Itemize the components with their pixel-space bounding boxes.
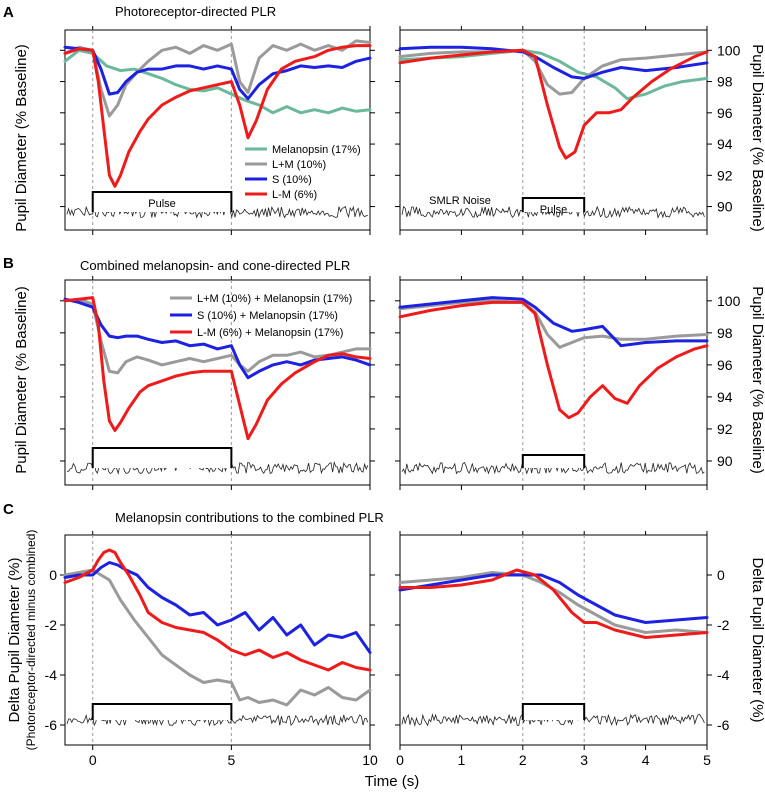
stimulus-pulse bbox=[521, 703, 586, 720]
series-line-s bbox=[398, 573, 709, 624]
y-tick-label: -4 bbox=[45, 667, 58, 683]
x-tick-label: 5 bbox=[227, 752, 235, 768]
legend-label: S (10%) + Melanopsin (17%) bbox=[197, 310, 338, 322]
stimulus-pulse bbox=[521, 454, 586, 468]
noise-trace bbox=[401, 205, 705, 219]
series-line-melanopsin bbox=[398, 48, 709, 101]
panel-c-left-ylabel-sub: (Photoreceptor-directed minus combined) bbox=[24, 530, 38, 751]
x-tick-label: 4 bbox=[642, 752, 650, 768]
panel-c-left: 0 5 10 -6 -4 -2 0 bbox=[45, 531, 378, 768]
panel-a-right-ylabel: Pupil Diameter (% Baseline) bbox=[749, 44, 765, 232]
panel-c-title: Melanopsin contributions to the combined… bbox=[115, 510, 384, 525]
panel-a-title: Photoreceptor-directed PLR bbox=[115, 4, 276, 19]
x-tick-label: 0 bbox=[89, 752, 97, 768]
y-tick-label: 98 bbox=[717, 74, 733, 90]
x-tick-label: 5 bbox=[703, 752, 711, 768]
panel-b-right: 90 92 94 96 98 100 bbox=[395, 276, 741, 490]
series-line-s bbox=[63, 561, 372, 654]
panel-c-right-ylabel: Delta Pupil Diameter (%) bbox=[749, 557, 765, 722]
x-axis-label: Time (s) bbox=[365, 773, 419, 790]
panel-b-left-ylabel: Pupil Diameter (% Baseline) bbox=[13, 286, 30, 474]
noise-label: SMLR Noise bbox=[429, 195, 491, 207]
y-tick-label: 94 bbox=[717, 136, 733, 152]
y-tick-label: 96 bbox=[717, 105, 733, 121]
legend-label: L+M (10%) + Melanopsin (17%) bbox=[197, 293, 352, 305]
plot-frame bbox=[64, 534, 371, 746]
x-tick-label: 3 bbox=[580, 752, 588, 768]
plot-frame bbox=[399, 534, 708, 746]
y-tick-label: 0 bbox=[49, 567, 57, 583]
panel-b-left: L+M (10%) + Melanopsin (17%) S (10%) + Me… bbox=[60, 276, 375, 490]
series-line-s bbox=[398, 45, 709, 80]
pulse-label: Pulse bbox=[540, 204, 568, 216]
x-tick-label: 1 bbox=[458, 752, 466, 768]
y-tick-label: 94 bbox=[717, 389, 733, 405]
plot-frame bbox=[64, 279, 371, 486]
panel-b-title: Combined melanopsin- and cone-directed P… bbox=[80, 258, 350, 273]
y-tick-label: -4 bbox=[717, 667, 730, 683]
y-tick-label: -6 bbox=[717, 717, 730, 733]
series-line-lm_plus bbox=[63, 39, 372, 118]
series-line-lm_plus bbox=[398, 571, 709, 634]
series-line-s bbox=[398, 296, 709, 348]
x-tick-label: 2 bbox=[519, 752, 527, 768]
stimulus-pulse bbox=[91, 703, 233, 720]
x-tick-label: 10 bbox=[362, 752, 378, 768]
x-tick-label: 0 bbox=[396, 752, 404, 768]
y-tick-label: 96 bbox=[717, 357, 733, 373]
series-line-lm_plus bbox=[63, 568, 372, 707]
series-line-s bbox=[63, 297, 372, 380]
y-tick-label: 90 bbox=[717, 453, 733, 469]
series-line-l_minus_m bbox=[398, 48, 709, 160]
panel-letter-b: B bbox=[3, 255, 14, 272]
noise-trace bbox=[66, 712, 369, 727]
y-tick-label: -6 bbox=[45, 717, 58, 733]
stimulus-pulse bbox=[91, 191, 233, 212]
series-line-l_minus_m bbox=[63, 296, 372, 441]
legend-label: Melanopsin (17%) bbox=[272, 144, 361, 156]
panel-c-right: 0 1 2 3 4 5 -6 -4 -2 0 bbox=[395, 531, 730, 768]
legend-label: L+M (10%) bbox=[272, 159, 326, 171]
y-tick-label: 100 bbox=[717, 293, 741, 309]
y-tick-label: 0 bbox=[717, 567, 725, 583]
legend-label: L-M (6%) bbox=[272, 189, 317, 201]
stimulus-pulse bbox=[521, 197, 586, 212]
panel-a-right: 90 92 94 96 98 100 Pulse SMLR Noise bbox=[395, 26, 741, 235]
series-line-melanopsin bbox=[63, 48, 372, 115]
y-tick-label: 98 bbox=[717, 325, 733, 341]
series-line-lm_plus bbox=[398, 48, 709, 96]
legend-label: L-M (6%) + Melanopsin (17%) bbox=[197, 327, 343, 339]
panel-c-left-ylabel: Delta Pupil Diameter (%) bbox=[6, 557, 23, 722]
plot-frame bbox=[399, 279, 708, 486]
y-tick-label: 100 bbox=[717, 42, 741, 58]
y-tick-label: -2 bbox=[717, 617, 730, 633]
series-line-lm_plus bbox=[398, 299, 709, 349]
series-line-l_minus_m bbox=[63, 548, 372, 672]
y-tick-label: 92 bbox=[717, 167, 733, 183]
panel-letter-a: A bbox=[3, 4, 14, 21]
plot-frame bbox=[64, 29, 371, 231]
series-line-l_minus_m bbox=[63, 44, 372, 188]
stimulus-pulse bbox=[91, 447, 233, 468]
legend-label: S (10%) bbox=[272, 174, 312, 186]
series-line-lm_plus bbox=[63, 297, 372, 375]
series-line-l_minus_m bbox=[398, 568, 709, 639]
pulse-label: Pulse bbox=[148, 198, 176, 210]
y-tick-label: 92 bbox=[717, 421, 733, 437]
y-tick-label: 90 bbox=[717, 199, 733, 215]
panel-letter-c: C bbox=[3, 501, 14, 518]
panel-b-right-ylabel: Pupil Diameter (% Baseline) bbox=[749, 286, 765, 474]
series-line-s bbox=[63, 45, 372, 101]
panel-a-left: Pulse Melanopsin (17%) L+M (10%) S (10%) L-M… bbox=[60, 26, 375, 235]
y-tick-label: -2 bbox=[45, 617, 58, 633]
plot-frame bbox=[399, 29, 708, 231]
charts-layer: Pulse Melanopsin (17%) L+M (10%) S (10%) L-M… bbox=[45, 26, 741, 768]
series-line-l_minus_m bbox=[398, 300, 709, 420]
panel-a-left-ylabel: Pupil Diameter (% Baseline) bbox=[13, 44, 30, 232]
